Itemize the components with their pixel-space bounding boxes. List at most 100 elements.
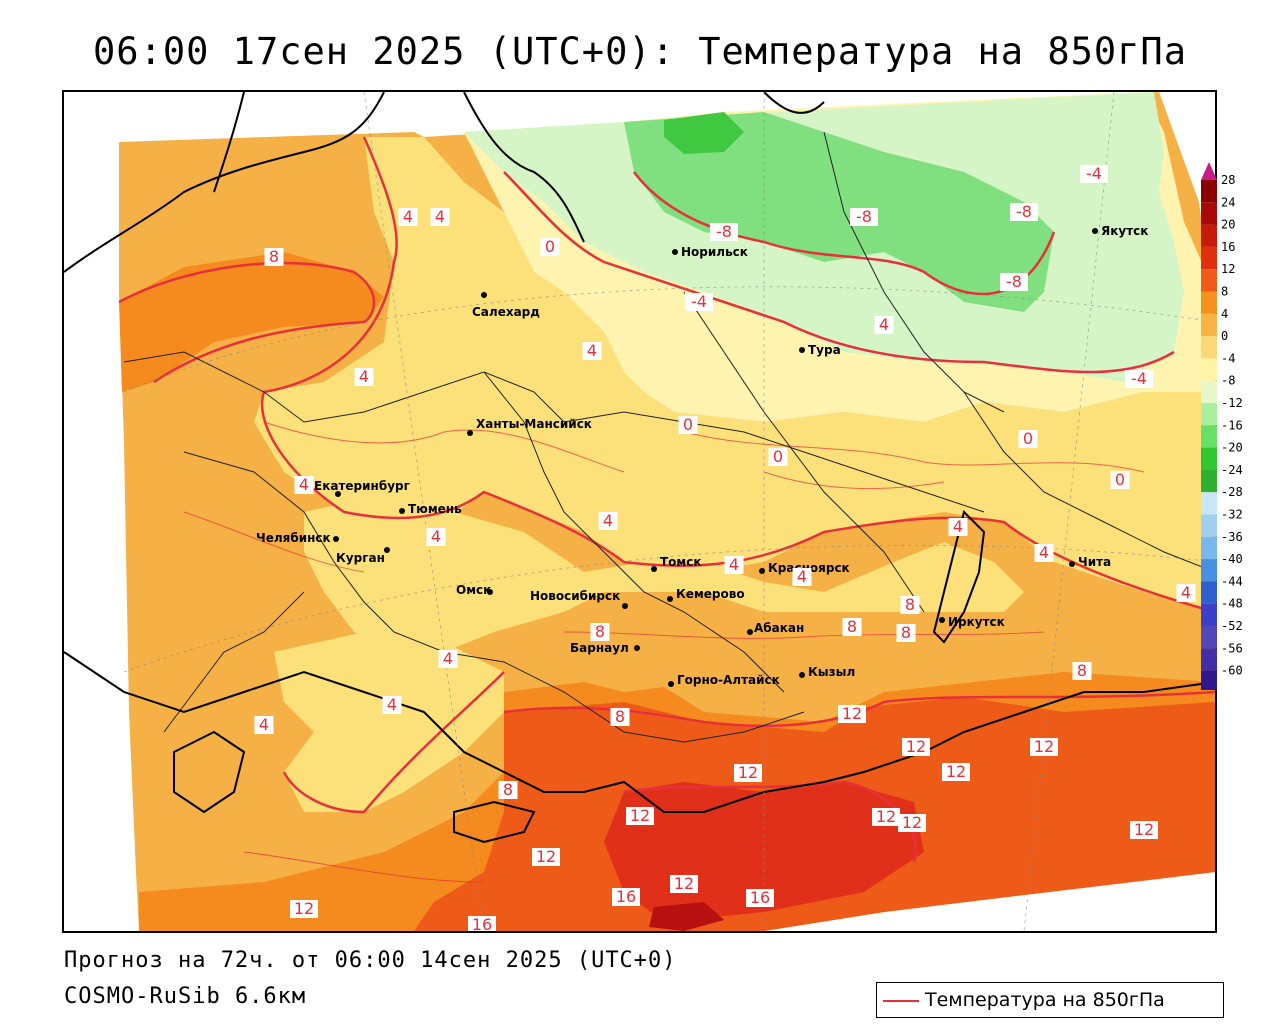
colorbar-tick-label: 4 [1221,307,1228,321]
svg-text:4: 4 [299,475,309,494]
city-tomsk: Томск [651,555,702,572]
isoline-label: 4 [792,567,812,586]
svg-text:12: 12 [906,737,926,756]
svg-text:4: 4 [359,367,369,386]
svg-text:Новосибирск: Новосибирск [530,589,620,603]
svg-text:0: 0 [1023,429,1033,448]
colorbar-swatch [1201,336,1217,359]
svg-text:4: 4 [403,207,413,226]
isoline-label: 12 [626,806,654,825]
colorbar-swatch [1201,469,1217,493]
svg-text:4: 4 [729,555,739,574]
city-yakutsk: Якутск [1092,224,1148,238]
svg-text:Тура: Тура [808,343,841,357]
isoline-label: -8 [1010,202,1038,221]
isoline-label: 0 [540,237,560,256]
isoline-label: 4 [582,341,602,360]
svg-text:Кемерово: Кемерово [676,587,745,601]
isoline-label: 12 [838,704,866,723]
svg-text:0: 0 [1115,470,1125,489]
svg-text:8: 8 [269,247,279,266]
temp-zone-4-kz [274,632,504,812]
isoline-label: 4 [948,517,968,536]
svg-text:8: 8 [905,595,915,614]
colorbar-swatch [1201,180,1217,203]
isoline-label: 0 [1018,429,1038,448]
legend-line-swatch [883,1000,919,1002]
svg-text:Тюмень: Тюмень [408,502,462,516]
colorbar-tick-label: 0 [1221,329,1228,343]
svg-text:-4: -4 [691,292,707,311]
isoline-label: 12 [1030,737,1058,756]
city-irkutsk: Иркутск [939,615,1005,629]
city-kurgan: Курган [336,547,390,565]
colorbar-swatch [1201,358,1217,381]
temp-zone-8-west [119,252,384,392]
svg-text:Абакан: Абакан [754,621,804,635]
colorbar-tick-label: 8 [1221,285,1228,299]
svg-text:4: 4 [1039,543,1049,562]
svg-text:4: 4 [603,511,613,530]
svg-text:4: 4 [953,517,963,536]
colorbar-swatch [1201,670,1217,690]
svg-text:12: 12 [630,806,650,825]
colorbar-tick-label: -24 [1221,463,1243,477]
svg-text:12: 12 [842,704,862,723]
isoline-label: 4 [874,315,894,334]
svg-text:Екатеринбург: Екатеринбург [314,479,410,493]
isoline-label: -8 [850,207,878,226]
city-salekhard: Салехард [472,292,540,319]
map-frame: Норильск Якутск Салехард Тура Ханты-Манс… [62,90,1217,933]
colorbar-tick-label: 16 [1221,240,1235,254]
isoline-label: 0 [768,447,788,466]
colorbar-swatch [1201,559,1217,582]
colorbar-swatch [1201,269,1217,292]
isoline-label: 4 [382,695,402,714]
isoline-label: 12 [942,762,970,781]
svg-text:-8: -8 [716,222,732,241]
svg-text:4: 4 [797,567,807,586]
colorbar-tick-label: -12 [1221,396,1243,410]
forecast-info: Прогноз на 72ч. от 06:00 14сен 2025 (UTC… [64,948,677,973]
isoline-label: 4 [724,555,744,574]
svg-text:16: 16 [616,887,636,906]
svg-text:12: 12 [1034,737,1054,756]
isoline-label: 8 [842,617,862,636]
isoline-label: 8 [1072,661,1092,680]
colorbar-swatch [1201,581,1217,604]
thin-isotherm-lines [183,421,1145,883]
legend-label: Температура на 850гПа [925,989,1165,1011]
svg-text:Иркутск: Иркутск [948,615,1005,629]
city-khanty-mansiysk: Ханты-Мансийск [467,417,592,436]
svg-text:Томск: Томск [660,555,702,569]
city-norilsk: Норильск [672,245,748,259]
colorbar-swatch [1201,403,1217,426]
isoline-label: 8 [896,623,916,642]
colorbar-tick-label: -4 [1221,351,1235,365]
isoline-label: 8 [900,595,920,614]
isoline-label: -4 [685,292,713,311]
svg-text:4: 4 [259,715,269,734]
colorbar-tick-label: -32 [1221,508,1243,522]
temperature-map: Норильск Якутск Салехард Тура Ханты-Манс… [64,92,1215,931]
isoline-label: 4 [430,207,450,226]
isoline-label: 8 [264,247,284,266]
isoline-label: 8 [610,707,630,726]
city-novosibirsk: Новосибирск [530,589,628,609]
colorbar-top-arrow [1201,162,1217,180]
city-tura: Тура [799,343,841,357]
isoline-label: 8 [498,780,518,799]
colorbar-swatch [1201,246,1217,270]
svg-text:Норильск: Норильск [681,245,748,259]
svg-text:12: 12 [536,847,556,866]
colorbar-swatch [1201,447,1217,470]
temp-zone-0-4 [254,137,1215,612]
colorbar-tick-label: -16 [1221,418,1243,432]
svg-text:Челябинск: Челябинск [256,531,331,545]
svg-text:-4: -4 [1086,164,1102,183]
isoline-label: 0 [678,415,698,434]
svg-text:12: 12 [902,813,922,832]
svg-text:4: 4 [879,315,889,334]
isoline-label: -4 [1125,369,1153,388]
page-title: 06:00 17сен 2025 (UTC+0): Температура на… [93,30,1187,73]
